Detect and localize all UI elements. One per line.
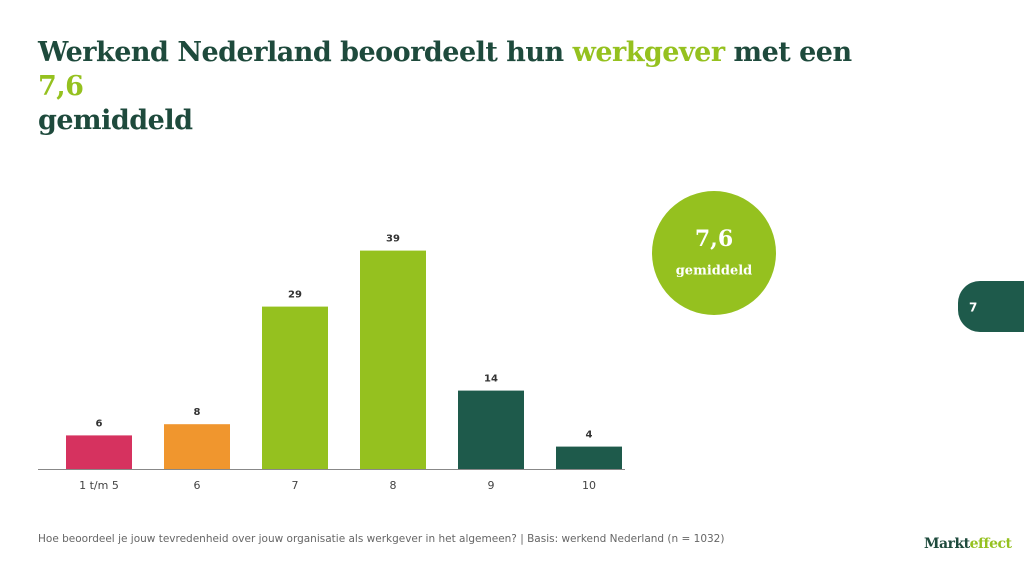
x-tick-label: 7 [292, 479, 299, 492]
logo-part: Markt [924, 536, 970, 552]
x-tick-label: 9 [488, 479, 495, 492]
data-label: 14 [484, 374, 498, 385]
data-label: 29 [288, 290, 302, 301]
data-label: 8 [194, 407, 201, 418]
data-label: 4 [586, 430, 593, 441]
badge-value: 7,6 [695, 226, 733, 252]
data-label: 6 [96, 418, 103, 429]
title-part: Werkend Nederland beoordeelt hun [38, 37, 573, 68]
bar [164, 424, 230, 469]
bar [556, 446, 622, 469]
x-tick-label: 1 t/m 5 [79, 479, 119, 492]
bar [262, 306, 328, 469]
badge-label: gemiddeld [676, 264, 753, 279]
title: Werkend Nederland beoordeelt hun werkgev… [38, 36, 898, 138]
footnote: Hoe beoordeel je jouw tevredenheid over … [38, 533, 725, 545]
logo: Markteffect [924, 536, 1012, 552]
bar [66, 435, 132, 469]
data-label: 39 [386, 234, 400, 245]
page-number: 7 [969, 301, 977, 315]
page-tab [958, 281, 1024, 332]
x-tick-label: 10 [582, 479, 596, 492]
title-part: met een [724, 37, 852, 68]
x-tick-label: 8 [390, 479, 397, 492]
title-part: gemiddeld [38, 105, 193, 136]
bar [360, 250, 426, 469]
bar [458, 390, 524, 469]
logo-part: effect [969, 536, 1012, 552]
badge-circle [652, 191, 776, 315]
title-highlight: werkgever [572, 37, 726, 68]
x-tick-label: 6 [194, 479, 201, 492]
title-highlight: 7,6 [38, 71, 84, 102]
